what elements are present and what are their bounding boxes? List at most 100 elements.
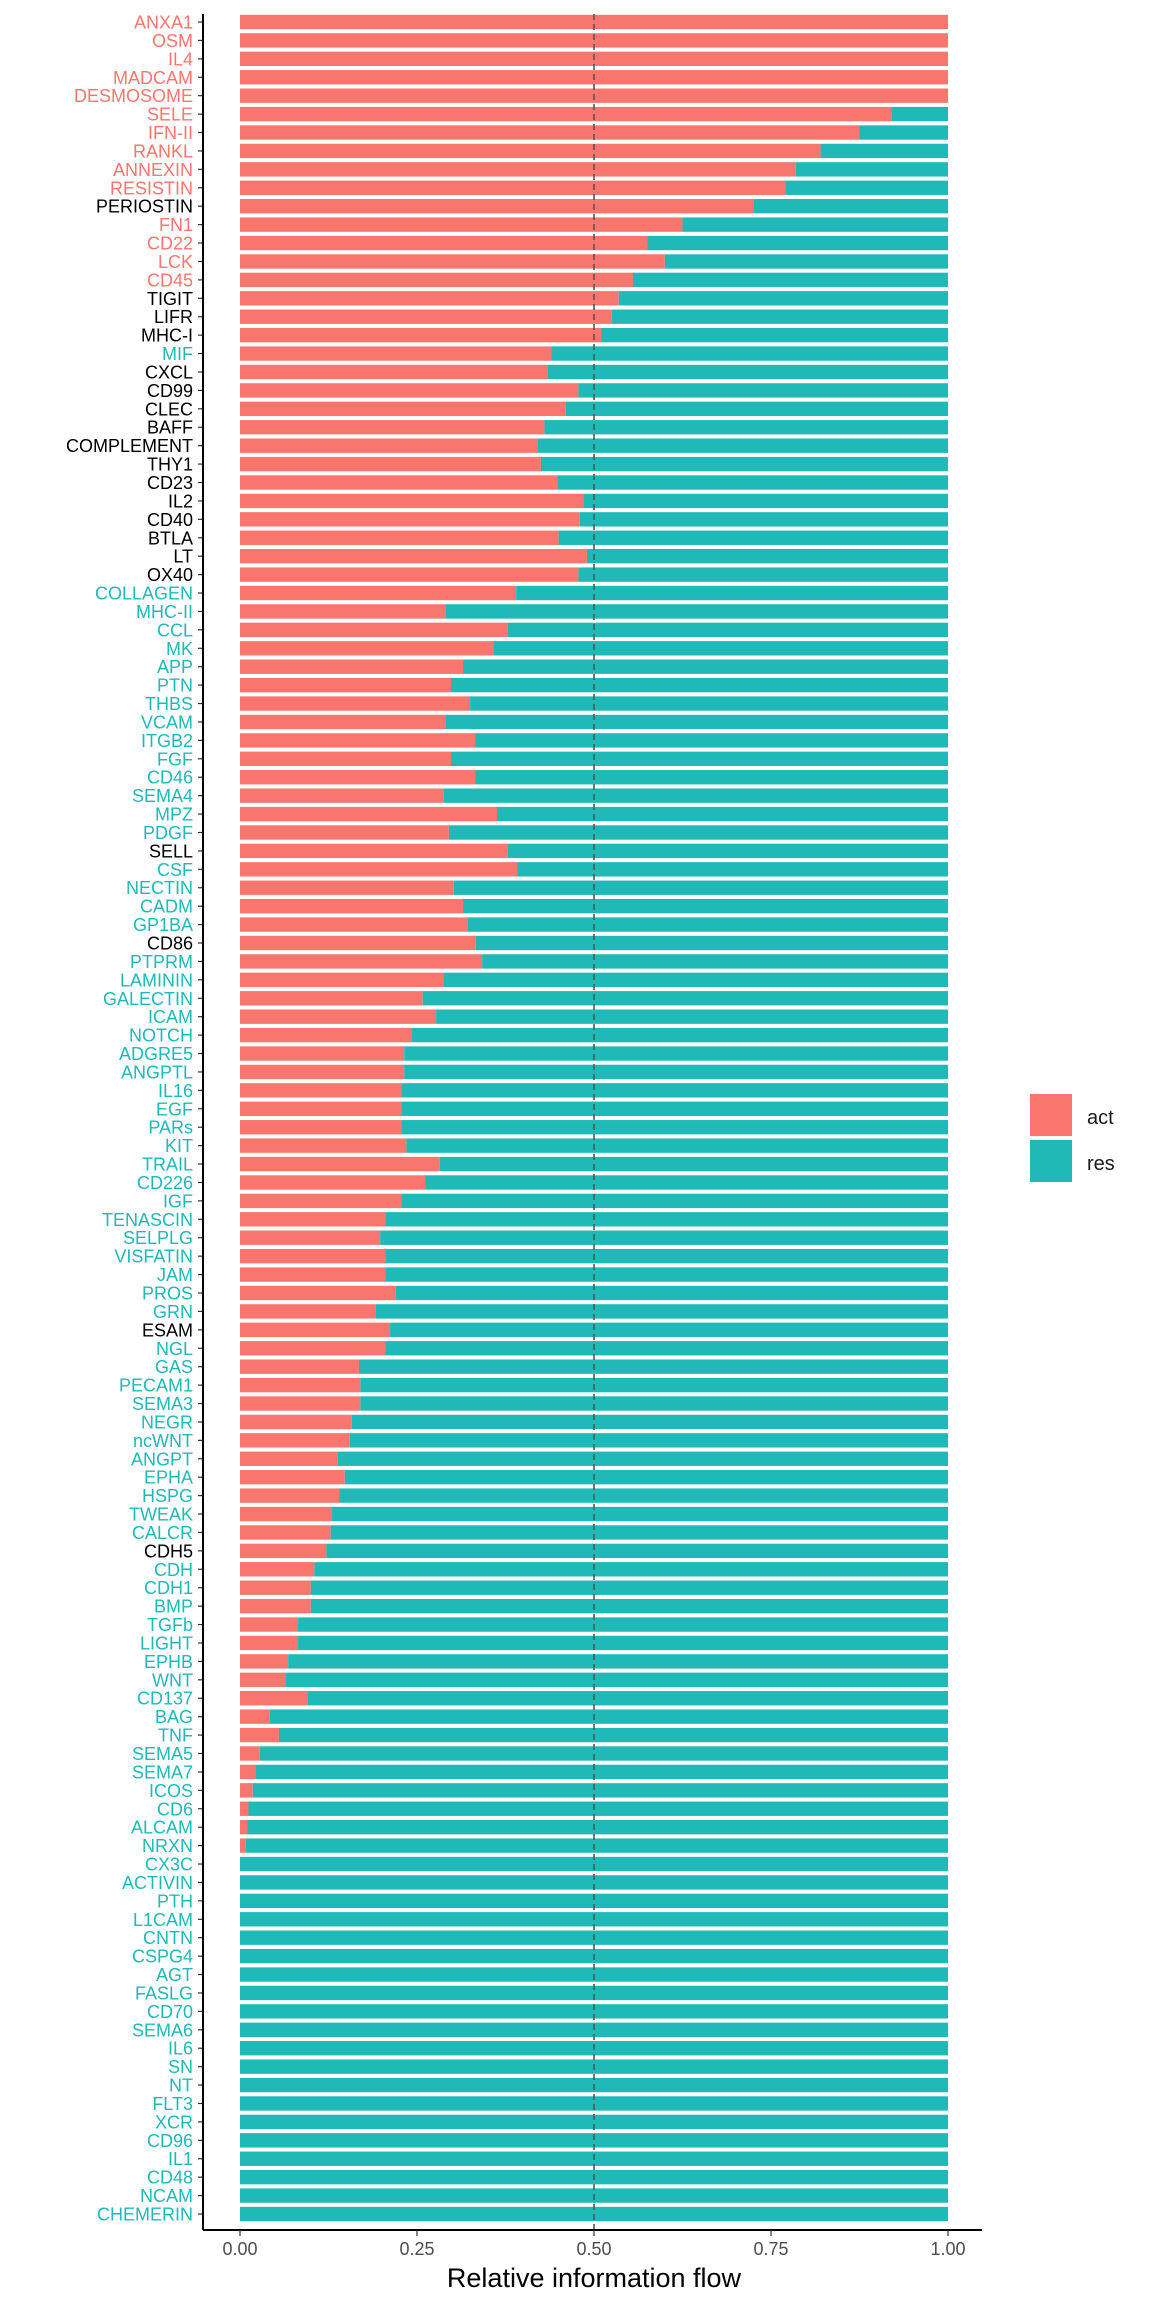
bar-act-sell <box>240 843 508 859</box>
bar-res-thy1 <box>540 456 948 472</box>
y-label-desmosome: DESMOSOME <box>74 86 193 106</box>
y-label-fn1: FN1 <box>159 215 193 235</box>
bar-act-pecam1 <box>240 1377 361 1393</box>
y-label-itgb2: ITGB2 <box>141 731 193 751</box>
y-label-epha: EPHA <box>144 1468 193 1488</box>
bar-act-collagen <box>240 585 517 601</box>
y-label-anxa1: ANXA1 <box>134 13 193 33</box>
y-label-igf: IGF <box>163 1191 193 1211</box>
bar-res-mhc-i <box>601 327 948 343</box>
bar-res-bmp <box>310 1598 948 1614</box>
bar-res-il2 <box>583 493 948 509</box>
y-label-fgf: FGF <box>157 749 193 769</box>
x-tick-label-3: 0.75 <box>753 2239 788 2259</box>
bar-act-thbs <box>240 696 471 711</box>
bar-res-ptprm <box>482 954 948 969</box>
bar-act-complement <box>240 438 538 453</box>
y-label-resistin: RESISTIN <box>110 178 193 198</box>
y-label-cdh1: CDH1 <box>144 1578 193 1598</box>
bar-res-complement <box>537 438 948 453</box>
bar-act-bag <box>240 1709 270 1724</box>
bar-act-cd226 <box>240 1175 426 1190</box>
bar-res-activin <box>240 1875 948 1890</box>
bar-act-gas <box>240 1359 359 1374</box>
bar-act-annexin <box>240 162 796 177</box>
y-label-cd23: CD23 <box>147 473 193 493</box>
y-label-tenascin: TENASCIN <box>102 1210 193 1230</box>
y-label-nectin: NECTIN <box>126 878 193 898</box>
bar-act-cd99 <box>240 383 579 398</box>
bar-res-thbs <box>470 696 948 711</box>
bar-act-cd46 <box>240 770 476 785</box>
bar-res-cd40 <box>579 512 948 527</box>
bar-res-egf <box>401 1101 948 1116</box>
bar-act-angpt <box>240 1451 338 1466</box>
bar-res-mpz <box>497 806 948 822</box>
bar-act-mhc-ii <box>240 604 446 619</box>
bar-res-annexin <box>795 162 948 177</box>
bar-res-cd137 <box>307 1691 948 1706</box>
bar-res-pars <box>401 1120 948 1135</box>
bar-act-wnt <box>240 1672 287 1687</box>
x-axis-ticks: 0.00 0.25 0.50 0.75 1.00 <box>222 2230 966 2259</box>
legend-swatch-res <box>1030 1140 1072 1182</box>
y-label-l1cam: L1CAM <box>133 1910 193 1930</box>
y-label-xcr: XCR <box>155 2112 193 2132</box>
y-label-cntn: CNTN <box>143 1928 193 1948</box>
bar-res-ox40 <box>578 567 948 582</box>
y-label-ccl: CCL <box>157 620 193 640</box>
y-label-sema4: SEMA4 <box>132 786 193 806</box>
bar-act-il2 <box>240 493 584 509</box>
bar-res-cd6 <box>248 1801 949 1816</box>
y-label-periostin: PERIOSTIN <box>96 197 193 217</box>
y-label-lifr: LIFR <box>154 307 193 327</box>
bar-res-fgf <box>450 751 948 766</box>
y-label-tgfb: TGFb <box>147 1615 193 1635</box>
bar-act-calcr <box>240 1525 331 1540</box>
bar-res-tgfb <box>298 1617 948 1632</box>
bar-act-negr <box>240 1414 352 1430</box>
y-label-adgre5: ADGRE5 <box>119 1044 193 1064</box>
bar-act-nrxn <box>240 1838 246 1853</box>
bar-act-pars <box>240 1120 402 1135</box>
bar-act-ccl <box>240 622 508 638</box>
bar-act-epha <box>240 1470 345 1485</box>
bar-act-jam <box>240 1267 386 1282</box>
y-label-cd45: CD45 <box>147 270 193 290</box>
y-label-pars: PARs <box>148 1118 193 1138</box>
bar-act-ox40 <box>240 567 579 582</box>
bar-res-resistin <box>785 180 948 195</box>
y-label-madcam: MADCAM <box>113 68 193 88</box>
y-label-trail: TRAIL <box>142 1155 193 1175</box>
y-label-sema6: SEMA6 <box>132 2020 193 2040</box>
bar-act-sele <box>240 106 892 122</box>
x-tick-label-0: 0.00 <box>222 2239 257 2259</box>
bar-res-nectin <box>453 880 948 895</box>
bar-act-lifr <box>240 309 612 324</box>
bar-act-rankl <box>240 143 821 159</box>
y-label-ifn-ii: IFN-II <box>148 123 193 143</box>
y-label-cd137: CD137 <box>137 1689 193 1709</box>
y-label-app: APP <box>157 657 193 677</box>
y-label-nt: NT <box>169 2076 193 2096</box>
bar-res-galectin <box>422 991 948 1006</box>
y-label-cd70: CD70 <box>147 2002 193 2022</box>
bar-res-ccl <box>507 622 948 638</box>
y-label-cdh5: CDH5 <box>144 1541 193 1561</box>
legend: act res <box>1030 1094 1115 1182</box>
bar-res-sema5 <box>259 1746 949 1761</box>
y-label-cx3c: CX3C <box>145 1855 193 1875</box>
y-label-jam: JAM <box>157 1265 193 1285</box>
y-label-ptprm: PTPRM <box>130 952 193 972</box>
bar-act-light <box>240 1635 299 1651</box>
y-label-pros: PROS <box>142 1283 193 1303</box>
bar-act-ncwnt <box>240 1433 350 1448</box>
y-axis-labels: ANXA1OSMIL4MADCAMDESMOSOMESELEIFN-IIRANK… <box>66 13 203 2225</box>
bar-res-sema4 <box>443 788 948 803</box>
bar-act-clec <box>240 401 566 417</box>
bar-act-lt <box>240 549 587 564</box>
bar-act-ephb <box>240 1654 289 1669</box>
bar-res-jam <box>385 1267 948 1282</box>
y-label-sema7: SEMA7 <box>132 1762 193 1782</box>
bar-res-ephb <box>288 1654 948 1669</box>
